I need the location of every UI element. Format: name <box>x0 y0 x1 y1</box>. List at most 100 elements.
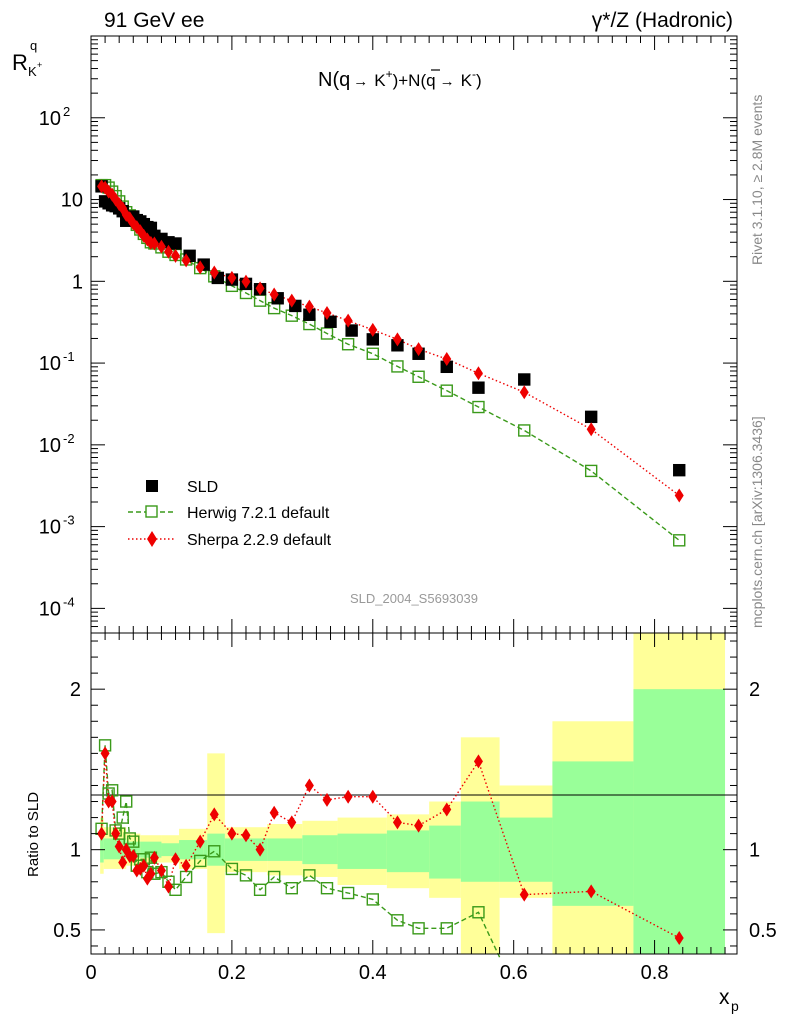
sherpa-ratio-point <box>181 858 191 873</box>
sherpa-ratio-point <box>139 858 149 873</box>
sherpa-point <box>287 293 297 308</box>
sherpa-point <box>255 281 265 296</box>
ratio-x-tick-label: 0.4 <box>359 962 387 984</box>
sherpa-point <box>343 313 353 328</box>
sherpa-point <box>227 270 237 285</box>
sherpa-ratio-point <box>343 789 353 804</box>
main-y-tick-label: 10 <box>39 108 61 130</box>
main-y-tick-label: 10 <box>39 517 61 539</box>
sherpa-ratio-point <box>269 805 279 820</box>
herwig-ratio-point <box>225 862 239 876</box>
ratio-y-tick-label-right: 2 <box>749 679 760 701</box>
legend-marker-sherpa <box>147 531 157 547</box>
sherpa-ratio-point <box>442 802 452 817</box>
herwig-ratio-point <box>208 845 221 858</box>
main-y-tick-exponent: 2 <box>63 104 70 119</box>
herwig-ratio-point <box>391 914 404 927</box>
ratio-band-inner <box>179 840 204 860</box>
sherpa-ratio-point <box>586 884 596 899</box>
sherpa-ratio-point <box>149 850 159 865</box>
sherpa-ratio-point <box>519 887 529 902</box>
main-y-tick-label: 10 <box>39 435 61 457</box>
sherpa-point <box>392 332 402 347</box>
sherpa-point <box>586 422 596 437</box>
herwig-ratio-point <box>116 811 129 824</box>
ratio-x-tick-label: 0.8 <box>641 962 669 984</box>
ratio-x-tick-label: 0.2 <box>218 962 246 984</box>
herwig-ratio-point <box>120 795 133 808</box>
herwig-ratio-point <box>239 869 253 882</box>
sld-point <box>345 324 358 337</box>
ratio-y-tick-label-right: 1 <box>749 840 760 862</box>
legend-label-herwig: Herwig 7.2.1 default <box>187 505 330 522</box>
ratio-band-inner <box>100 830 104 863</box>
sherpa-ratio-point <box>227 826 237 841</box>
sherpa-ratio-point <box>128 849 138 864</box>
sherpa-ratio-point <box>111 826 121 841</box>
sherpa-ratio-point <box>322 792 332 807</box>
ratio-band-inner <box>224 838 268 861</box>
main-y-tick-label: 10 <box>61 190 83 212</box>
ratio-y-axis: 0.5 0.5 1 1 2 2 <box>53 640 777 947</box>
herwig-point <box>391 360 404 373</box>
sld-point <box>518 373 531 386</box>
sherpa-ratio-point <box>171 852 181 867</box>
sherpa-point <box>241 274 251 289</box>
herwig-ratio-point <box>267 870 281 884</box>
sherpa-point <box>368 322 378 337</box>
herwig-ratio-point <box>285 881 298 895</box>
herwig-point <box>341 338 355 351</box>
sherpa-ratio-point <box>97 826 107 841</box>
ratio-band-inner <box>386 830 430 873</box>
header-right: γ*/Z (Hadronic) <box>592 9 733 32</box>
ratio-panel-frame <box>90 632 738 955</box>
ratio-band-inner <box>460 801 500 882</box>
sherpa-point <box>442 352 452 367</box>
sld-point <box>472 381 485 394</box>
sherpa-point <box>304 299 314 314</box>
sherpa-ratio-point <box>414 818 424 833</box>
sherpa-point <box>269 287 279 302</box>
ratio-band-inner <box>203 840 208 860</box>
sherpa-point <box>171 248 181 263</box>
sherpa-point <box>156 239 166 254</box>
herwig-ratio-point <box>341 886 355 900</box>
herwig-point <box>584 464 598 478</box>
legend-label-sld: SLD <box>187 479 218 496</box>
herwig-ratio-point <box>253 883 267 896</box>
sherpa-ratio-point <box>255 842 265 857</box>
herwig-point <box>518 424 531 437</box>
ratio-uncertainty-bands <box>100 633 726 954</box>
herwig-point <box>366 347 379 360</box>
rivet-version-label: Rivet 3.1.10, ≥ 2.8M events <box>749 95 765 265</box>
ratio-band-inner <box>140 841 162 858</box>
herwig-point <box>673 534 686 547</box>
sherpa-ratio-point <box>241 828 251 843</box>
sherpa-ratio-point <box>195 834 205 849</box>
herwig-ratio-point <box>127 835 140 848</box>
herwig-ratio-point <box>412 922 425 935</box>
ratio-band-inner <box>429 825 461 879</box>
sherpa-ratio-point <box>304 778 314 793</box>
sherpa-point <box>473 366 483 381</box>
y-label-subsup: + <box>37 60 42 70</box>
sld-point <box>324 315 337 328</box>
sherpa-ratio-point <box>473 754 483 769</box>
sherpa-ratio-point <box>107 794 117 809</box>
legend-marker-sld <box>146 480 158 492</box>
main-y-tick-label: 10 <box>39 598 61 620</box>
herwig-ratio-point <box>440 922 453 935</box>
legend-label-sherpa: Sherpa 2.2.9 default <box>187 532 332 549</box>
analysis-watermark: SLD_2004_S5693039 <box>350 591 478 606</box>
sherpa-ratio-point <box>163 879 173 894</box>
ratio-y-tick-label: 0.5 <box>53 920 81 942</box>
herwig-point <box>320 327 334 340</box>
sld-point <box>673 463 686 477</box>
ratio-y-tick-label-right: 0.5 <box>749 920 777 942</box>
header-left: 91 GeV ee <box>104 9 204 32</box>
process-annotation: N(q → K+)+N(q → K-) <box>318 67 482 91</box>
sherpa-point <box>674 488 684 503</box>
sherpa-ratio-point <box>392 815 402 830</box>
herwig-ratio-point <box>320 881 334 895</box>
